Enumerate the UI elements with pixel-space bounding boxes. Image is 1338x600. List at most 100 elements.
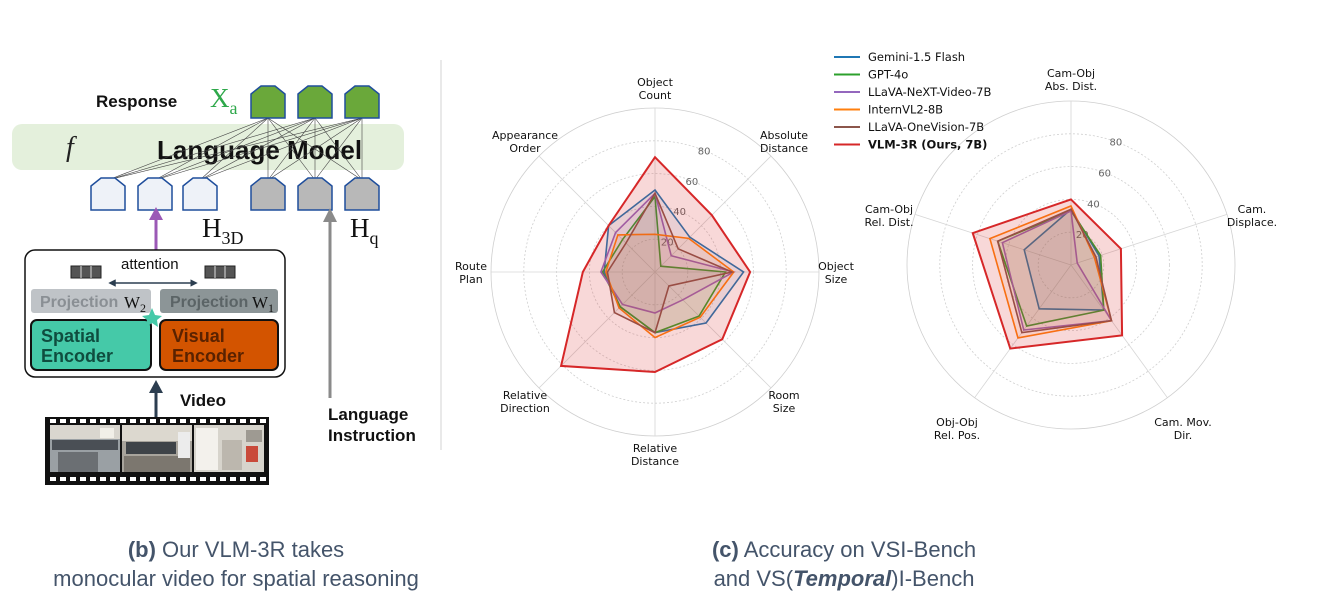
response-token [297, 85, 333, 119]
film-hole [70, 477, 76, 481]
axis-spoke [654, 271, 772, 389]
axis-label: Cam-Obj Abs. Dist. [1045, 67, 1097, 93]
visual-encoder-line1: Visual [172, 326, 225, 346]
attention-line [267, 117, 316, 181]
film-hole [170, 477, 176, 481]
xa-symbol: Xa [210, 83, 238, 118]
input-tokens [90, 177, 380, 211]
caption-c-post: )I-Bench [891, 566, 975, 591]
axis-spoke [538, 155, 656, 273]
attention-label: attention [121, 256, 179, 273]
film-hole [120, 477, 126, 481]
visual-encoder-box [159, 319, 279, 371]
attention-line [154, 117, 269, 181]
response-token [344, 85, 380, 119]
w1-symbol: W1 [252, 293, 274, 315]
film-hole [60, 477, 66, 481]
series-llava-onevision-7b [996, 208, 1113, 334]
attention-line [107, 117, 269, 181]
attention-token-left [70, 265, 102, 279]
projection-right-box [160, 289, 278, 313]
h3d-symbol: H3D [202, 213, 244, 248]
axis-label: Relative Distance [631, 442, 679, 468]
grid-circle [939, 133, 1203, 397]
response-label: Response [96, 92, 177, 111]
attention-line [267, 117, 363, 181]
projection-right-label: Projection [170, 294, 248, 311]
axis-spoke [538, 271, 656, 389]
attention-line [154, 117, 316, 181]
projection-left-label: Projection [40, 294, 118, 311]
caption-c: (c) Accuracy on VSI-Bench and VS(Tempora… [600, 535, 1088, 593]
axis-label: Cam-Obj Rel. Dist. [864, 203, 913, 229]
chart-legend: Gemini-1.5 Flash GPT-4o LLaVA-NeXT-Video-7… [834, 50, 991, 152]
legend-label: InternVL2-8B [868, 103, 943, 117]
film-hole [150, 477, 156, 481]
video-label: Video [180, 391, 226, 410]
film-hole [110, 477, 116, 481]
film-hole [240, 419, 246, 423]
series-llava-onevision-7b [606, 191, 735, 334]
attention-line [154, 117, 363, 181]
architecture-diagram: f Language Model Response Xa H3D Hq [12, 83, 416, 485]
response-token [250, 85, 286, 119]
spatial-encoder-line2: Encoder [41, 346, 113, 366]
film-hole [160, 477, 166, 481]
series-vlm-3r-ours-7b [971, 198, 1124, 350]
axis-spoke [974, 264, 1072, 398]
film-hole [180, 477, 186, 481]
language-instruction-line2: Instruction [328, 426, 416, 445]
film-hole [160, 419, 166, 423]
caption-c-emphasis: Temporal [793, 566, 892, 591]
film-hole [250, 419, 256, 423]
legend-label: LLaVA-OneVision-7B [868, 120, 984, 134]
legend-label: LLaVA-NeXT-Video-7B [868, 85, 991, 99]
axis-label: Relative Direction [500, 389, 550, 415]
film-hole [210, 477, 216, 481]
caption-c-line1: (c) Accuracy on VSI-Bench [600, 535, 1088, 564]
film-hole [220, 477, 226, 481]
caption-c-line2: and VS(Temporal)I-Bench [600, 564, 1088, 593]
film-hole [260, 419, 266, 423]
axis-label: Cam. Mov. Dir. [1154, 416, 1212, 442]
attention-line [199, 117, 316, 181]
hq-token [344, 177, 380, 211]
film-hole [210, 419, 216, 423]
film-hole [90, 419, 96, 423]
axis-label: Object Count [637, 76, 674, 102]
attention-line [199, 117, 269, 181]
tick-label: 20 [1076, 230, 1089, 241]
film-hole [100, 419, 106, 423]
film-hole [110, 419, 116, 423]
film-hole [130, 477, 136, 481]
film-hole [80, 419, 86, 423]
film-hole [200, 477, 206, 481]
hq-arrowhead [323, 208, 337, 222]
attention-lines [107, 117, 363, 181]
attention-line [199, 117, 363, 181]
film-hole [230, 477, 236, 481]
film-hole [170, 419, 176, 423]
visual-encoder-line2: Encoder [172, 346, 244, 366]
series-llava-next-video-7b [1001, 209, 1113, 331]
tick-label: 80 [698, 146, 711, 157]
film-hole [250, 477, 256, 481]
tick-label: 60 [685, 177, 698, 188]
film-hole [120, 419, 126, 423]
caption-b-prefix: (b) [127, 537, 156, 562]
spatial-encoder-line1: Spatial [41, 326, 100, 346]
film-hole [150, 419, 156, 423]
attention-token-right [204, 265, 236, 279]
axis-spoke [1070, 264, 1168, 398]
w2-symbol: W2 [124, 293, 146, 315]
legend-label: Gemini-1.5 Flash [868, 50, 965, 64]
tick-label: 40 [1087, 199, 1100, 210]
caption-b: (b) Our VLM-3R takes monocular video for… [0, 535, 472, 593]
video-filmstrip [45, 417, 269, 485]
axis-label: Room Size [768, 389, 799, 415]
tick-label: 60 [1098, 169, 1111, 180]
film-hole [260, 477, 266, 481]
language-model-band [12, 124, 404, 170]
h3d-token [90, 177, 126, 211]
